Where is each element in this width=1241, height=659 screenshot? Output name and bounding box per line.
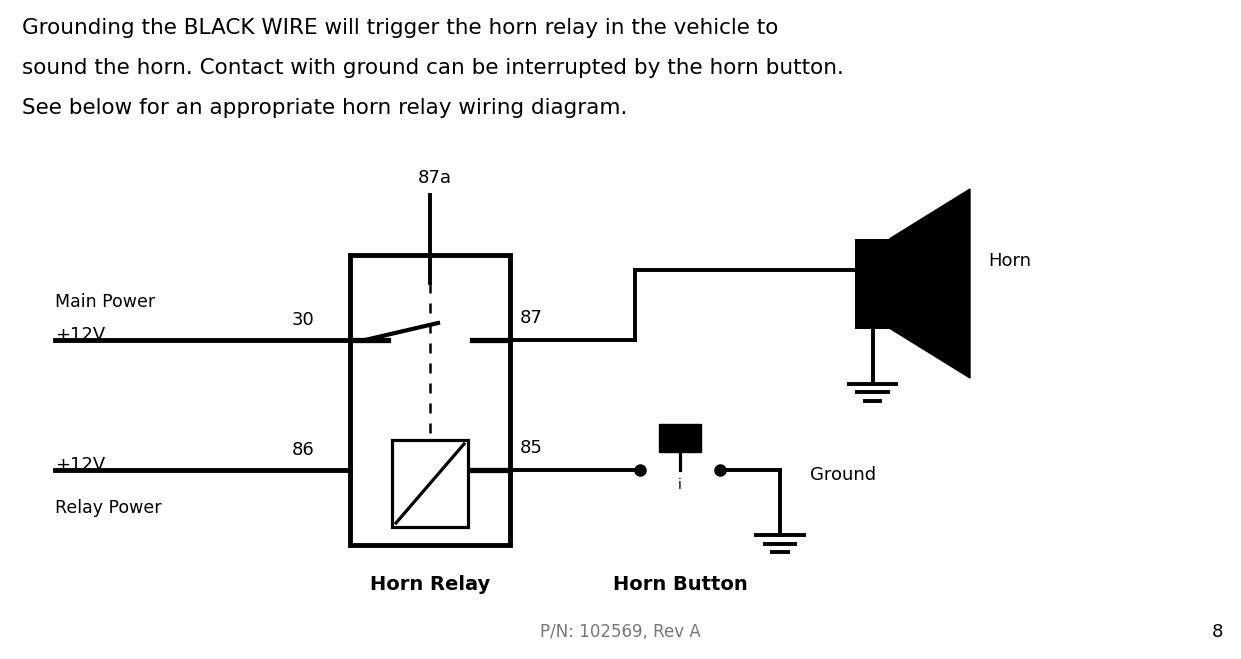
Bar	[659, 424, 701, 452]
Text: 87a: 87a	[418, 169, 452, 187]
Text: +12V: +12V	[55, 456, 105, 474]
Text: Relay Power: Relay Power	[55, 499, 161, 517]
Text: See below for an appropriate horn relay wiring diagram.: See below for an appropriate horn relay …	[22, 98, 628, 118]
Text: Horn Relay: Horn Relay	[370, 575, 490, 594]
Text: 8: 8	[1211, 623, 1222, 641]
Text: Ground: Ground	[810, 466, 876, 484]
Bar	[392, 440, 468, 527]
Text: Grounding the BLACK WIRE will trigger the horn relay in the vehicle to: Grounding the BLACK WIRE will trigger th…	[22, 18, 778, 38]
Polygon shape	[890, 189, 970, 378]
Text: sound the horn. Contact with ground can be interrupted by the horn button.: sound the horn. Contact with ground can …	[22, 58, 844, 78]
Text: i: i	[678, 478, 683, 492]
Text: +12V: +12V	[55, 326, 105, 344]
Text: 86: 86	[292, 441, 315, 459]
Text: 87: 87	[520, 309, 542, 327]
Text: Horn: Horn	[988, 252, 1031, 270]
Text: Horn Button: Horn Button	[613, 575, 747, 594]
Bar	[350, 255, 510, 545]
Text: 85: 85	[520, 439, 542, 457]
Text: 30: 30	[292, 311, 315, 329]
Text: Main Power: Main Power	[55, 293, 155, 311]
Text: P/N: 102569, Rev A: P/N: 102569, Rev A	[540, 623, 701, 641]
Bar	[855, 239, 890, 328]
